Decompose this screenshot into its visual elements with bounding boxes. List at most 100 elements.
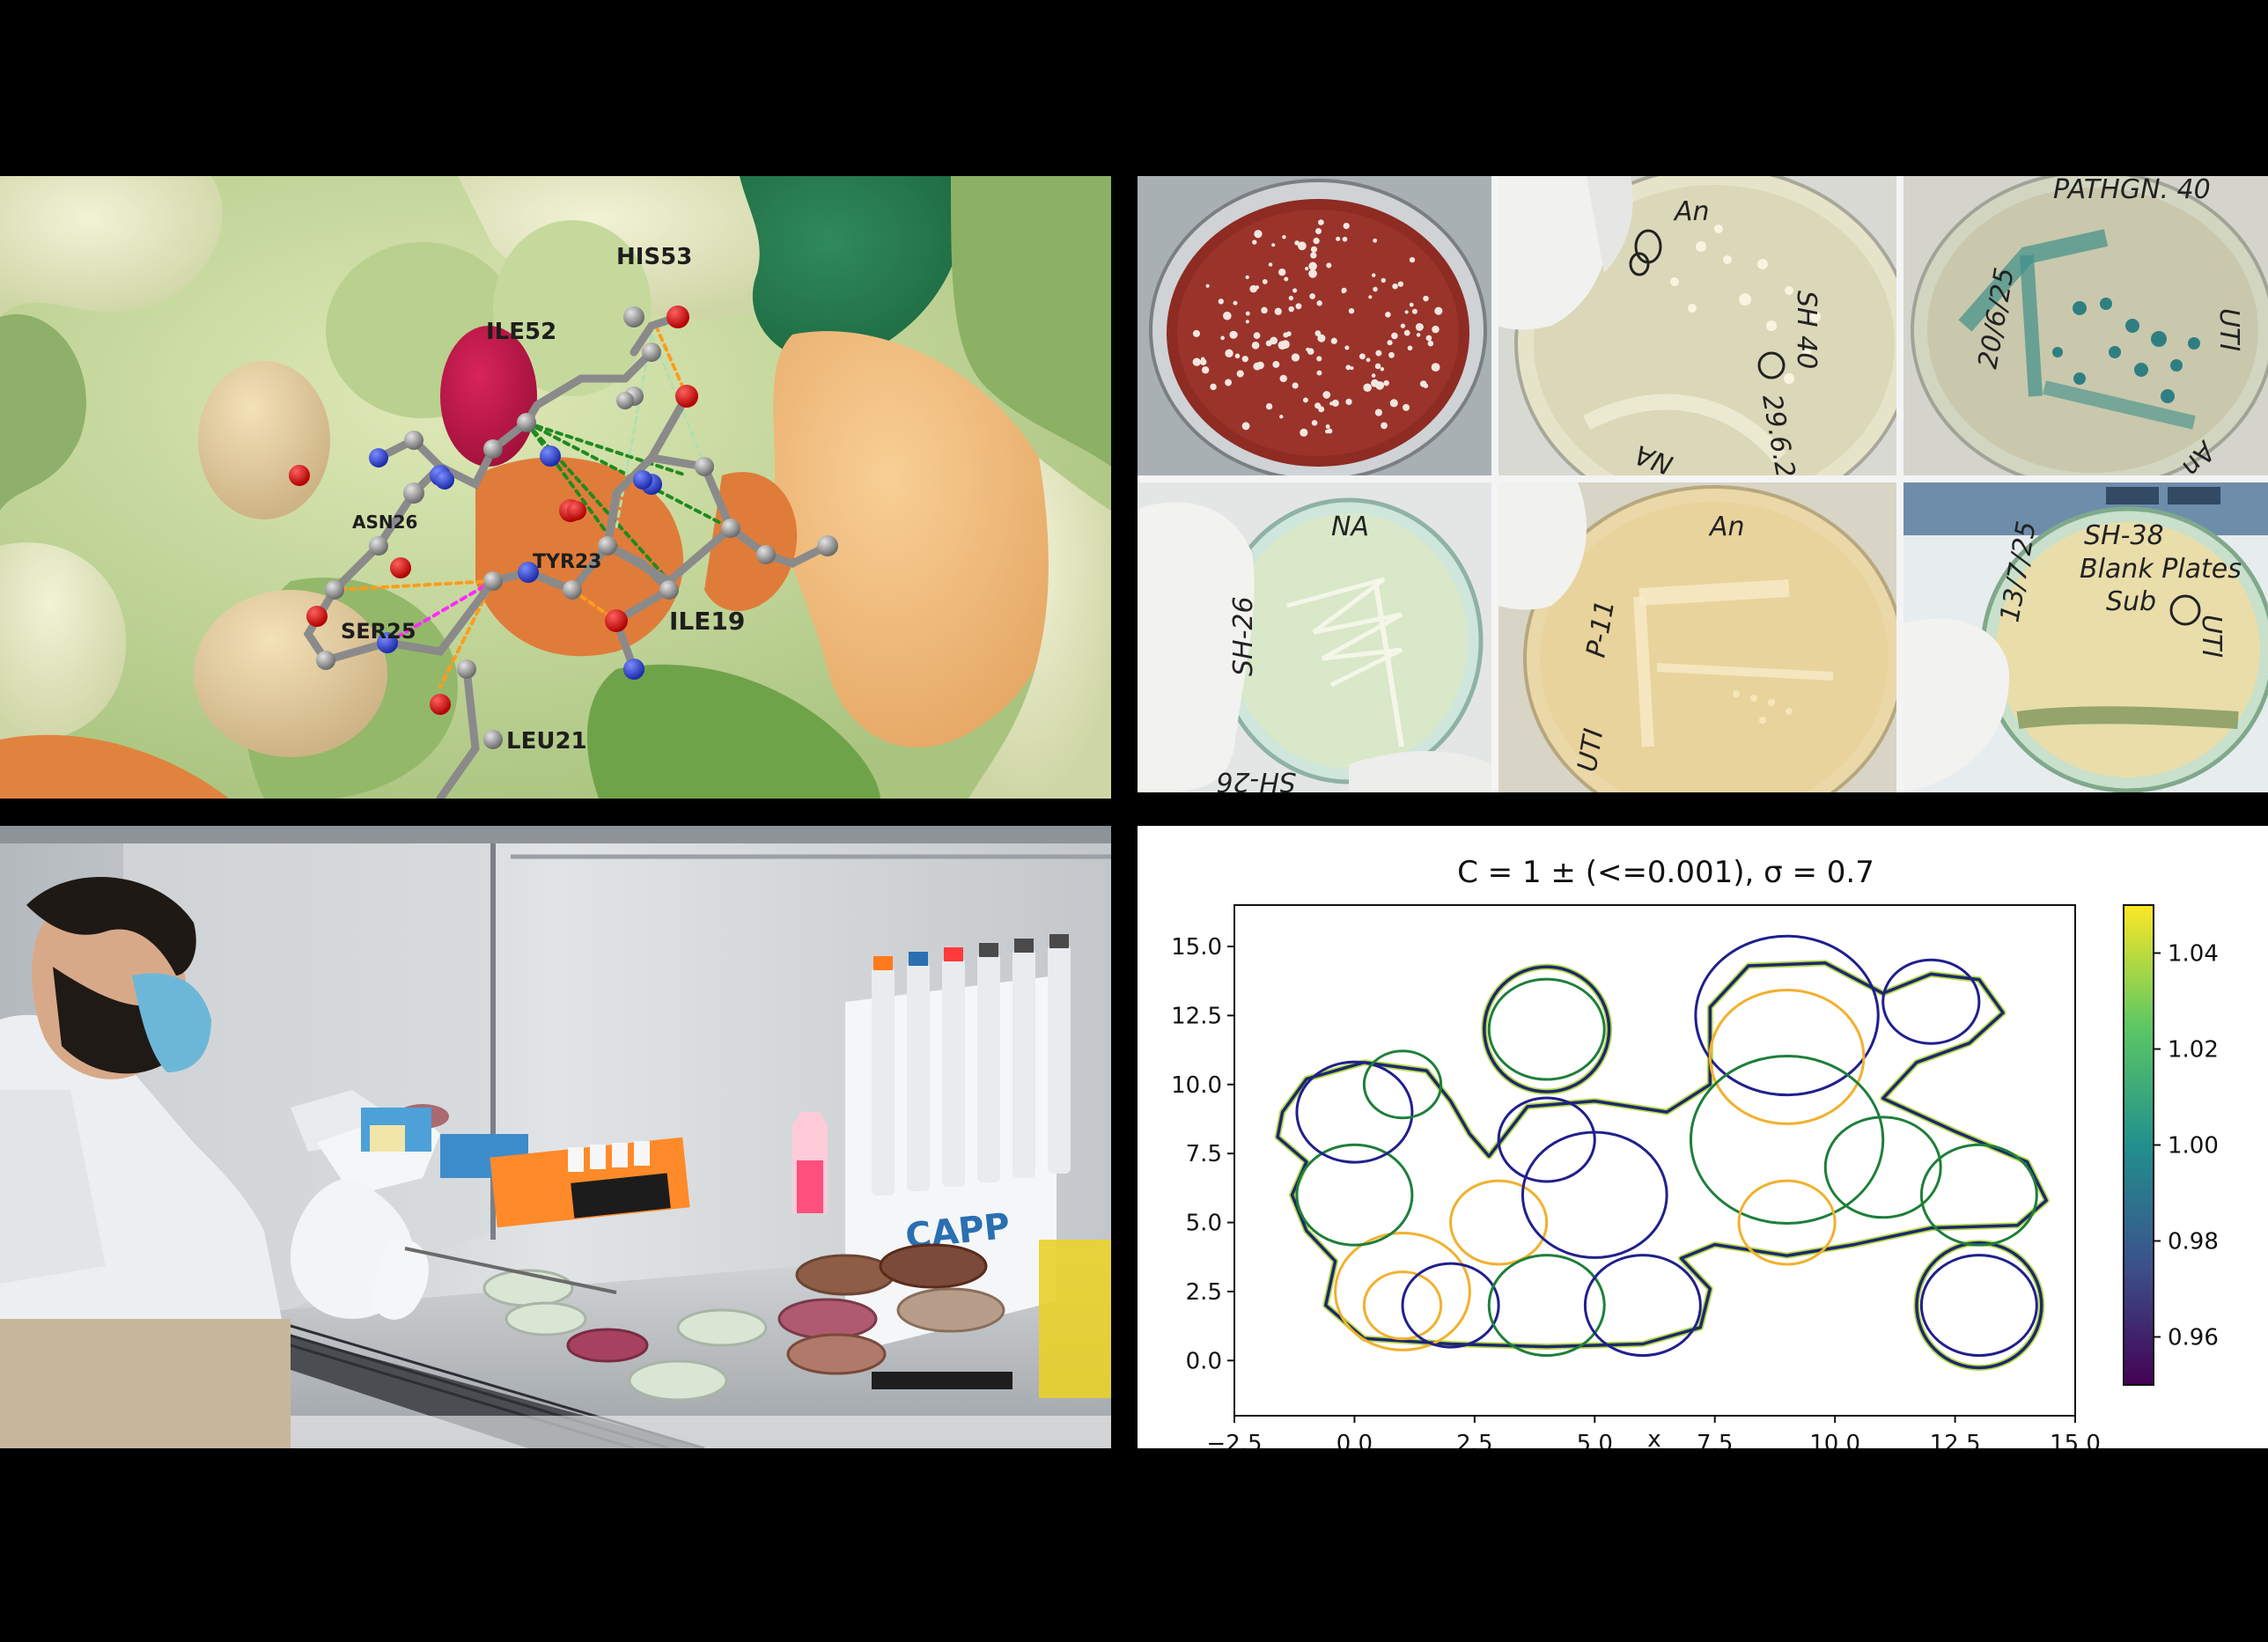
colony bbox=[1388, 351, 1395, 358]
colony bbox=[1261, 306, 1268, 314]
plate-6-label-1: Blank Plates bbox=[2080, 554, 2242, 585]
colony bbox=[1344, 345, 1350, 350]
circle-contour bbox=[1919, 1254, 2038, 1358]
contour-island bbox=[1483, 965, 1611, 1093]
colonies bbox=[1670, 225, 1821, 384]
pipettes bbox=[872, 934, 1071, 1196]
colony bbox=[1363, 383, 1372, 393]
colony bbox=[1225, 379, 1233, 387]
plate-6-label-0: SH-38 bbox=[2084, 520, 2164, 551]
colony bbox=[1391, 332, 1398, 340]
colony bbox=[1350, 366, 1354, 371]
protein-surface: HIS53 ILE52 ASN26 TYR23 SER25 ILE19 LEU21 bbox=[0, 176, 1111, 799]
colony bbox=[1343, 222, 1350, 230]
colorbar-tick-label: 1.00 bbox=[2168, 1133, 2219, 1160]
colony bbox=[1316, 370, 1322, 376]
circle-contours bbox=[1295, 934, 2038, 1358]
colony bbox=[1308, 269, 1317, 278]
residue-label-asn26: ASN26 bbox=[352, 512, 417, 533]
colony bbox=[1371, 273, 1376, 277]
circle-contour bbox=[1401, 1262, 1500, 1349]
colony bbox=[1192, 357, 1201, 366]
colony bbox=[1314, 228, 1322, 235]
colony bbox=[1348, 307, 1355, 314]
colony bbox=[1423, 383, 1429, 388]
colony bbox=[1383, 379, 1389, 387]
molecular-docking-image: HIS53 ILE52 ASN26 TYR23 SER25 ILE19 LEU21 bbox=[0, 176, 1111, 799]
colony bbox=[1371, 373, 1376, 378]
colony bbox=[1241, 356, 1248, 363]
colony bbox=[1200, 357, 1205, 362]
x-axis: −2.5 0.0 2.5 5.0 7.5 10.0 12.5 15.0 bbox=[1206, 1416, 2101, 1448]
x-tick-label: 7.5 bbox=[1697, 1431, 1733, 1448]
x-tick-label: 5.0 bbox=[1577, 1431, 1613, 1448]
colony bbox=[1327, 428, 1333, 434]
y-tick-label: 0.0 bbox=[1186, 1348, 1222, 1374]
colony bbox=[1368, 295, 1373, 299]
colony bbox=[1400, 323, 1406, 328]
colony bbox=[1381, 422, 1388, 430]
colony bbox=[1375, 350, 1382, 357]
colony bbox=[1283, 332, 1289, 338]
colony bbox=[1311, 420, 1318, 426]
colony bbox=[1345, 364, 1351, 371]
colony bbox=[1407, 345, 1413, 351]
colony bbox=[1225, 349, 1233, 357]
colony bbox=[1373, 238, 1378, 243]
colony bbox=[1255, 285, 1260, 290]
colony bbox=[1205, 283, 1210, 288]
colorbar-tick-label: 1.04 bbox=[2168, 941, 2219, 968]
x-tick-label: 0.0 bbox=[1336, 1431, 1373, 1448]
colony bbox=[1284, 276, 1289, 282]
colony bbox=[1345, 398, 1352, 406]
colony bbox=[1397, 281, 1404, 287]
colony bbox=[1313, 237, 1320, 245]
colony bbox=[1380, 367, 1385, 372]
colony bbox=[1326, 262, 1332, 269]
y-tick-label: 15.0 bbox=[1171, 934, 1222, 961]
plate-blood-agar bbox=[1138, 176, 1491, 475]
colony bbox=[1403, 403, 1410, 411]
circle-contour bbox=[1449, 1179, 1549, 1266]
circle-contour bbox=[1487, 977, 1606, 1081]
plate-5-label-0: An bbox=[1708, 512, 1745, 542]
colony bbox=[1302, 397, 1308, 403]
colony bbox=[1341, 287, 1347, 293]
colony bbox=[1366, 357, 1371, 363]
plate-3-label-1: UTI bbox=[2213, 308, 2244, 351]
x-axis-label: x bbox=[1647, 1426, 1660, 1448]
circle-contour bbox=[1295, 1060, 1414, 1164]
colony bbox=[1262, 279, 1268, 284]
colony bbox=[1416, 333, 1421, 337]
x-tick-label: 12.5 bbox=[1930, 1431, 1981, 1448]
circle-contour bbox=[1362, 1270, 1443, 1341]
lab-scene: CAPP bbox=[0, 826, 1111, 1448]
colony bbox=[1310, 246, 1318, 253]
colony bbox=[1245, 311, 1250, 316]
colony bbox=[1314, 402, 1322, 409]
circle-contour bbox=[1737, 1179, 1837, 1266]
colony bbox=[1318, 219, 1324, 225]
colony bbox=[1336, 236, 1341, 241]
colony bbox=[1192, 329, 1200, 337]
colony bbox=[1404, 310, 1409, 314]
plate-4-graphic: NA SH-26 SH-26 bbox=[1138, 482, 1491, 792]
y-tick-label: 5.0 bbox=[1186, 1211, 1222, 1237]
colonies bbox=[1192, 219, 1443, 437]
x-tick-label: 2.5 bbox=[1456, 1431, 1492, 1448]
colony bbox=[1274, 307, 1282, 315]
colony bbox=[1252, 239, 1257, 245]
plate-2-label-1: SH 40 bbox=[1791, 291, 1822, 369]
colony bbox=[1381, 277, 1386, 283]
colony bbox=[1251, 341, 1260, 350]
circle-contour bbox=[1823, 1116, 1942, 1219]
plate-2-graphic: An SH 40 29.6.25 NA bbox=[1498, 176, 1896, 475]
colony bbox=[1309, 293, 1315, 299]
residue-label-tyr23: TYR23 bbox=[533, 551, 602, 573]
colony bbox=[1359, 353, 1366, 360]
colony bbox=[1316, 300, 1322, 306]
colony bbox=[1265, 402, 1273, 410]
colony bbox=[1434, 306, 1443, 315]
contour-island bbox=[1915, 1241, 2043, 1370]
colony bbox=[1236, 370, 1244, 378]
